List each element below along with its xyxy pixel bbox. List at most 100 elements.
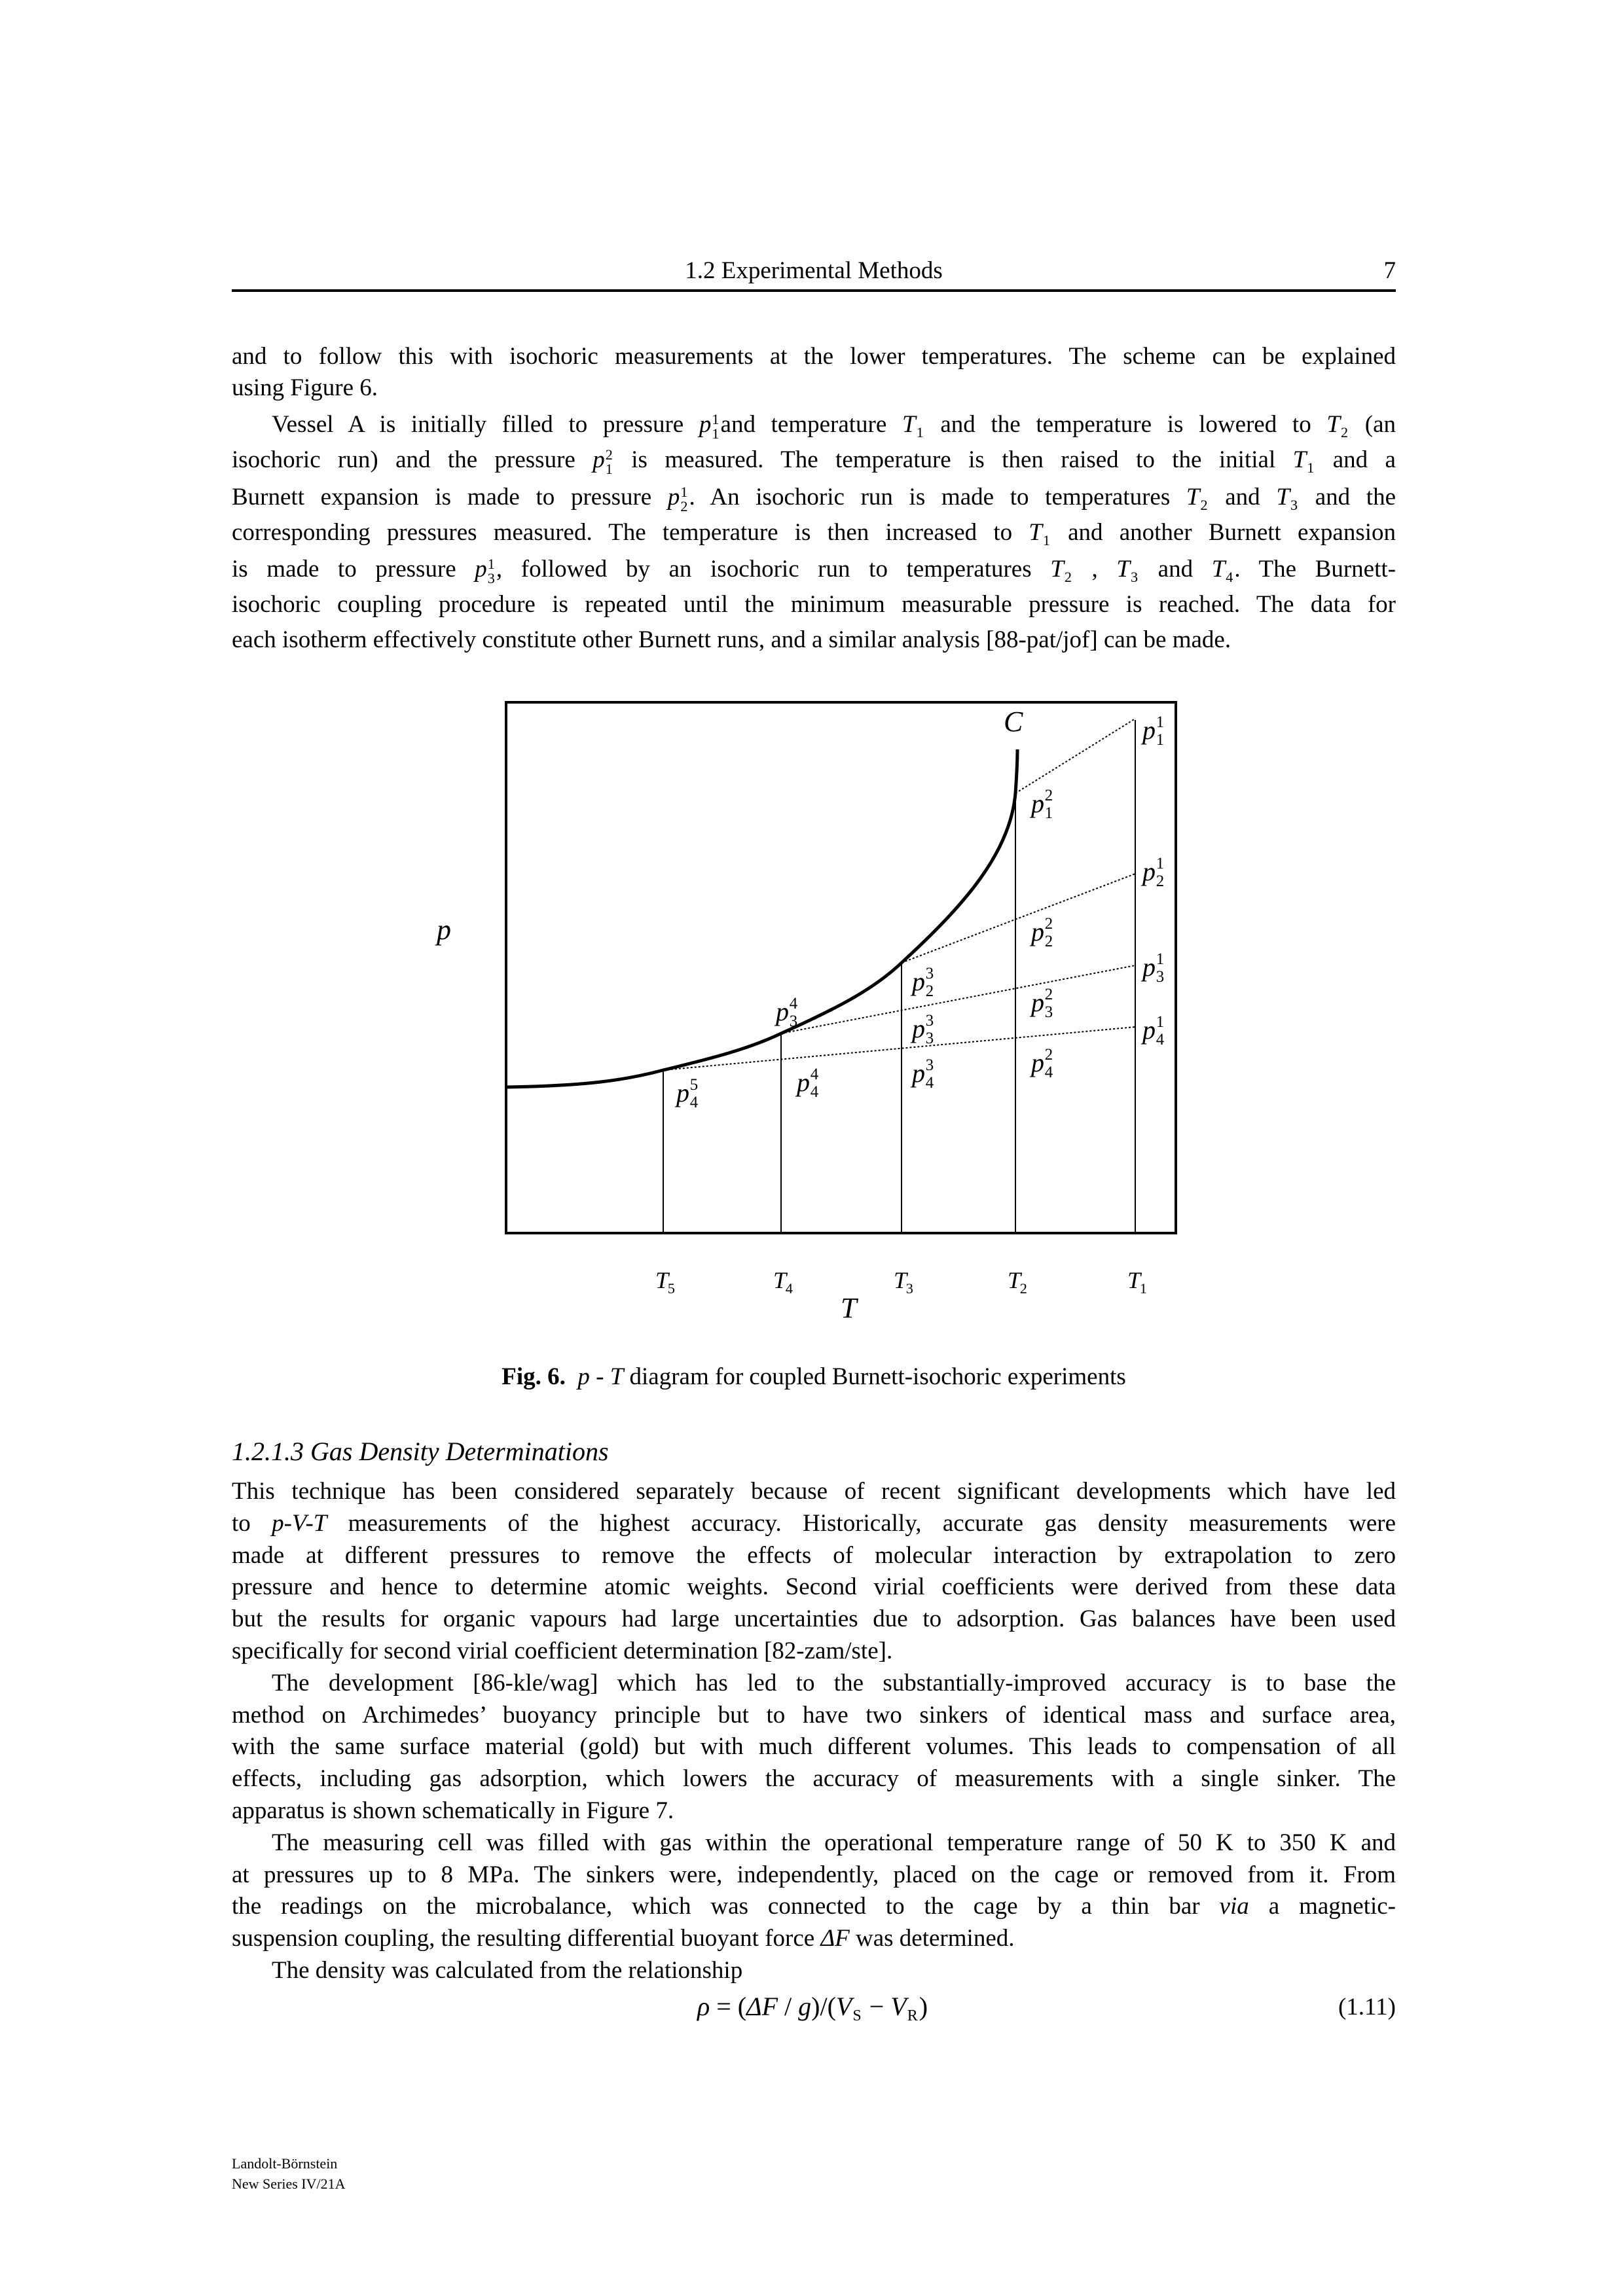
text-run: , bbox=[1072, 556, 1117, 583]
vapour-pressure-curve bbox=[505, 749, 1019, 1089]
text-line: with the same surface material (gold) bu… bbox=[232, 1731, 1396, 1763]
label-superscript: 2 bbox=[1045, 915, 1053, 933]
text-run: and to follow this with isochoric measur… bbox=[232, 343, 1396, 370]
label-base: p bbox=[910, 1058, 925, 1088]
math-variable: V bbox=[835, 1992, 852, 2021]
label-superscript: 2 bbox=[1045, 1046, 1053, 1064]
math-label: p 32 bbox=[910, 965, 934, 1000]
label-superscript: 5 bbox=[690, 1076, 698, 1094]
label-base: p bbox=[1029, 789, 1044, 818]
text-run: . An isochoric run is made to temperatur… bbox=[689, 484, 1186, 511]
label-base: p bbox=[1140, 952, 1156, 982]
text-line: the readings on the microbalance, which … bbox=[232, 1890, 1396, 1923]
text-run: a magnetic- bbox=[1249, 1893, 1396, 1920]
label-base: p bbox=[1140, 715, 1156, 745]
math-variable: T bbox=[1276, 484, 1290, 511]
text-line: The density was calculated from the rela… bbox=[232, 1954, 1396, 1987]
text-run: The measuring cell was filled with gas w… bbox=[272, 1829, 1396, 1856]
isochore-dotted-line bbox=[780, 965, 1136, 1034]
label-subscript: 3 bbox=[1045, 1003, 1053, 1021]
text-run: and bbox=[1139, 556, 1212, 583]
text-run: Vessel A is initially filled to pressure bbox=[272, 411, 699, 438]
pt-diagram-figure: p 11p 21p 12p 22p 13p 32 p 23p 43 p 33 p 14p 24p 34p 44p… bbox=[435, 701, 1177, 1324]
header-rule bbox=[232, 289, 1396, 292]
text-line: specifically for second virial coefficie… bbox=[232, 1635, 1396, 1668]
text-line: each isotherm effectively constitute oth… bbox=[232, 624, 1396, 656]
label-superscript: 2 bbox=[1045, 787, 1053, 804]
text-run: and a bbox=[1315, 446, 1396, 473]
text-line: isochoric coupling procedure is repeated… bbox=[232, 588, 1396, 621]
math-superscript: 1 bbox=[680, 484, 688, 501]
math-indices: 4 bbox=[1226, 568, 1233, 585]
math-label: T1 bbox=[1127, 1267, 1147, 1297]
isochore-dotted-line bbox=[901, 873, 1136, 963]
text-run: method on Archimedes’ buoyancy principle… bbox=[232, 1701, 1396, 1729]
math-indices: 1 bbox=[1043, 533, 1050, 547]
caption-label: Fig. 6. bbox=[501, 1363, 566, 1390]
math-subscript: 2 bbox=[1200, 496, 1208, 513]
footer-publisher: Landolt-Börnstein bbox=[232, 2155, 338, 2172]
label-base: T bbox=[894, 1267, 909, 1293]
label-subscript: 2 bbox=[1020, 1280, 1027, 1297]
label-base: p bbox=[910, 1014, 925, 1043]
math-italic: ρ bbox=[697, 1992, 710, 2021]
text-line: at pressures up to 8 MPa. The sinkers we… bbox=[232, 1859, 1396, 1892]
text-run: pressure and hence to determine atomic w… bbox=[232, 1573, 1396, 1601]
equation-number: (1.11) bbox=[1338, 1994, 1396, 2020]
label-base: T bbox=[655, 1267, 670, 1293]
x-axis-label: T bbox=[841, 1292, 859, 1324]
text-run: is measured. The temperature is then rai… bbox=[613, 446, 1293, 473]
text-line: method on Archimedes’ buoyancy principle… bbox=[232, 1699, 1396, 1732]
text-run: made at different pressures to remove th… bbox=[232, 1541, 1396, 1569]
text-run: = ( bbox=[710, 1992, 747, 2021]
label-subscript: 1 bbox=[1156, 731, 1164, 749]
text-run: and the temperature is lowered to bbox=[924, 411, 1327, 438]
text-run: but the results for organic vapours had … bbox=[232, 1605, 1396, 1633]
label-superscript: 3 bbox=[926, 965, 934, 982]
text-line: and to follow this with isochoric measur… bbox=[232, 340, 1396, 373]
text-run: − bbox=[862, 1992, 891, 2021]
math-subscript: 1 bbox=[1307, 459, 1315, 476]
math-subscript: 1 bbox=[1042, 531, 1050, 548]
label-base: T bbox=[773, 1267, 788, 1293]
math-variable: p bbox=[475, 556, 487, 583]
text-run: isochoric coupling procedure is repeated… bbox=[232, 591, 1396, 618]
label-subscript: 2 bbox=[926, 982, 934, 1000]
caption-dash: - bbox=[589, 1363, 610, 1390]
math-subscript: 2 bbox=[1064, 568, 1072, 585]
math-label: p 12 bbox=[1140, 855, 1164, 890]
text-run: the readings on the microbalance, which … bbox=[232, 1893, 1220, 1920]
label-superscript: 4 bbox=[811, 1066, 819, 1083]
math-subscript: 1 bbox=[712, 425, 720, 442]
text-line: The measuring cell was filled with gas w… bbox=[232, 1827, 1396, 1859]
label-subscript: 2 bbox=[1156, 872, 1164, 890]
math-label: p 21 bbox=[1029, 787, 1053, 822]
figure-caption: Fig. 6. p - T diagram for coupled Burnet… bbox=[232, 1363, 1396, 1391]
y-axis-label: p bbox=[435, 914, 451, 946]
math-indices: 1 bbox=[917, 425, 924, 439]
math-label: p 44 bbox=[795, 1066, 819, 1101]
text-run: , followed by an isochoric run to temper… bbox=[496, 556, 1051, 583]
math-italic: via bbox=[1219, 1893, 1249, 1920]
math-subscript: 1 bbox=[916, 423, 924, 440]
label-subscript: 1 bbox=[1140, 1280, 1147, 1297]
text-run: Burnett expansion is made to pressure bbox=[232, 484, 668, 511]
text-line: This technique has been considered separ… bbox=[232, 1475, 1396, 1508]
math-subscript: 4 bbox=[1226, 568, 1233, 585]
label-subscript: 4 bbox=[811, 1083, 819, 1101]
label-superscript: 1 bbox=[1156, 855, 1164, 872]
math-subscript: 2 bbox=[680, 497, 688, 514]
math-label: p 13 bbox=[1140, 950, 1164, 986]
label-superscript: 4 bbox=[790, 995, 798, 1013]
text-run: with the same surface material (gold) bu… bbox=[232, 1733, 1396, 1761]
math-variable: T bbox=[1326, 411, 1340, 438]
equation-density: ρ = (ΔF / g)/(V S − V R) bbox=[697, 1991, 928, 2024]
caption-p: p bbox=[577, 1363, 590, 1390]
label-superscript: 2 bbox=[1045, 986, 1053, 1003]
